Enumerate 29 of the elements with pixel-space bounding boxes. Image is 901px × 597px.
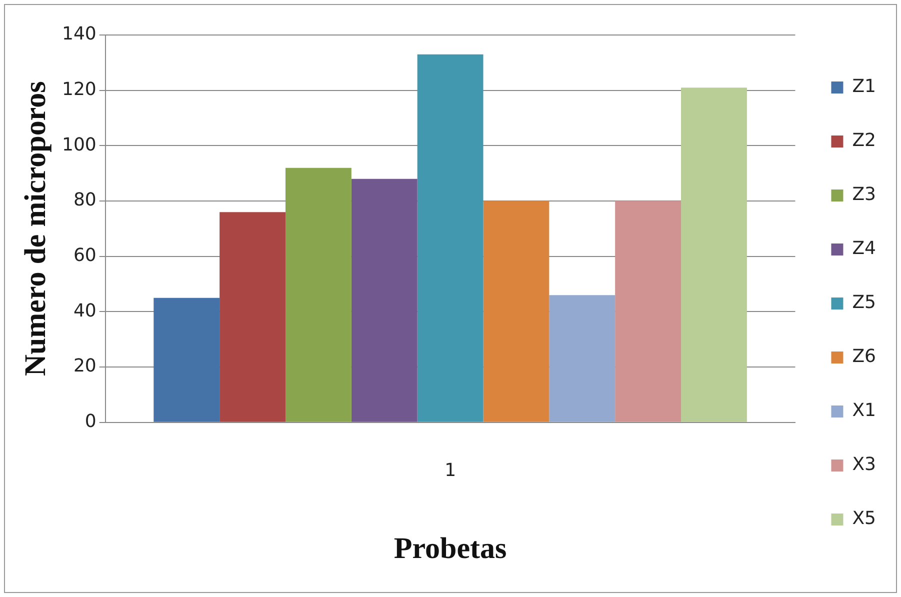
y-tick-label: 140 <box>62 24 96 45</box>
y-tick-label: 60 <box>73 245 96 266</box>
legend-label: X3 <box>852 454 876 476</box>
legend-label: Z6 <box>852 346 876 368</box>
y-tick-label: 80 <box>73 190 96 211</box>
legend-label: X1 <box>852 400 876 422</box>
legend-label: Z3 <box>852 184 876 206</box>
bar <box>483 201 550 422</box>
y-tick-label: 40 <box>73 300 96 322</box>
bar <box>154 298 220 422</box>
bar <box>417 54 484 422</box>
legend-label: Z2 <box>852 130 876 152</box>
legend-label: Z1 <box>852 76 876 98</box>
y-tick-label: 100 <box>62 134 96 156</box>
y-axis-title: Numero de microporos <box>18 81 52 376</box>
bar <box>681 88 747 422</box>
x-tick-label: 1 <box>444 460 456 481</box>
y-tick-label: 20 <box>73 356 96 377</box>
bar <box>285 168 352 422</box>
y-tick-label: 120 <box>62 79 96 100</box>
legend-label: Z5 <box>852 292 876 314</box>
y-tick-label: 0 <box>84 411 96 432</box>
bar <box>549 295 616 422</box>
legend-label: Z4 <box>852 238 876 260</box>
bar <box>220 212 286 422</box>
x-axis-title: Probetas <box>394 532 507 565</box>
bar <box>351 178 418 422</box>
legend-label: X5 <box>852 508 876 530</box>
bar <box>615 201 682 422</box>
